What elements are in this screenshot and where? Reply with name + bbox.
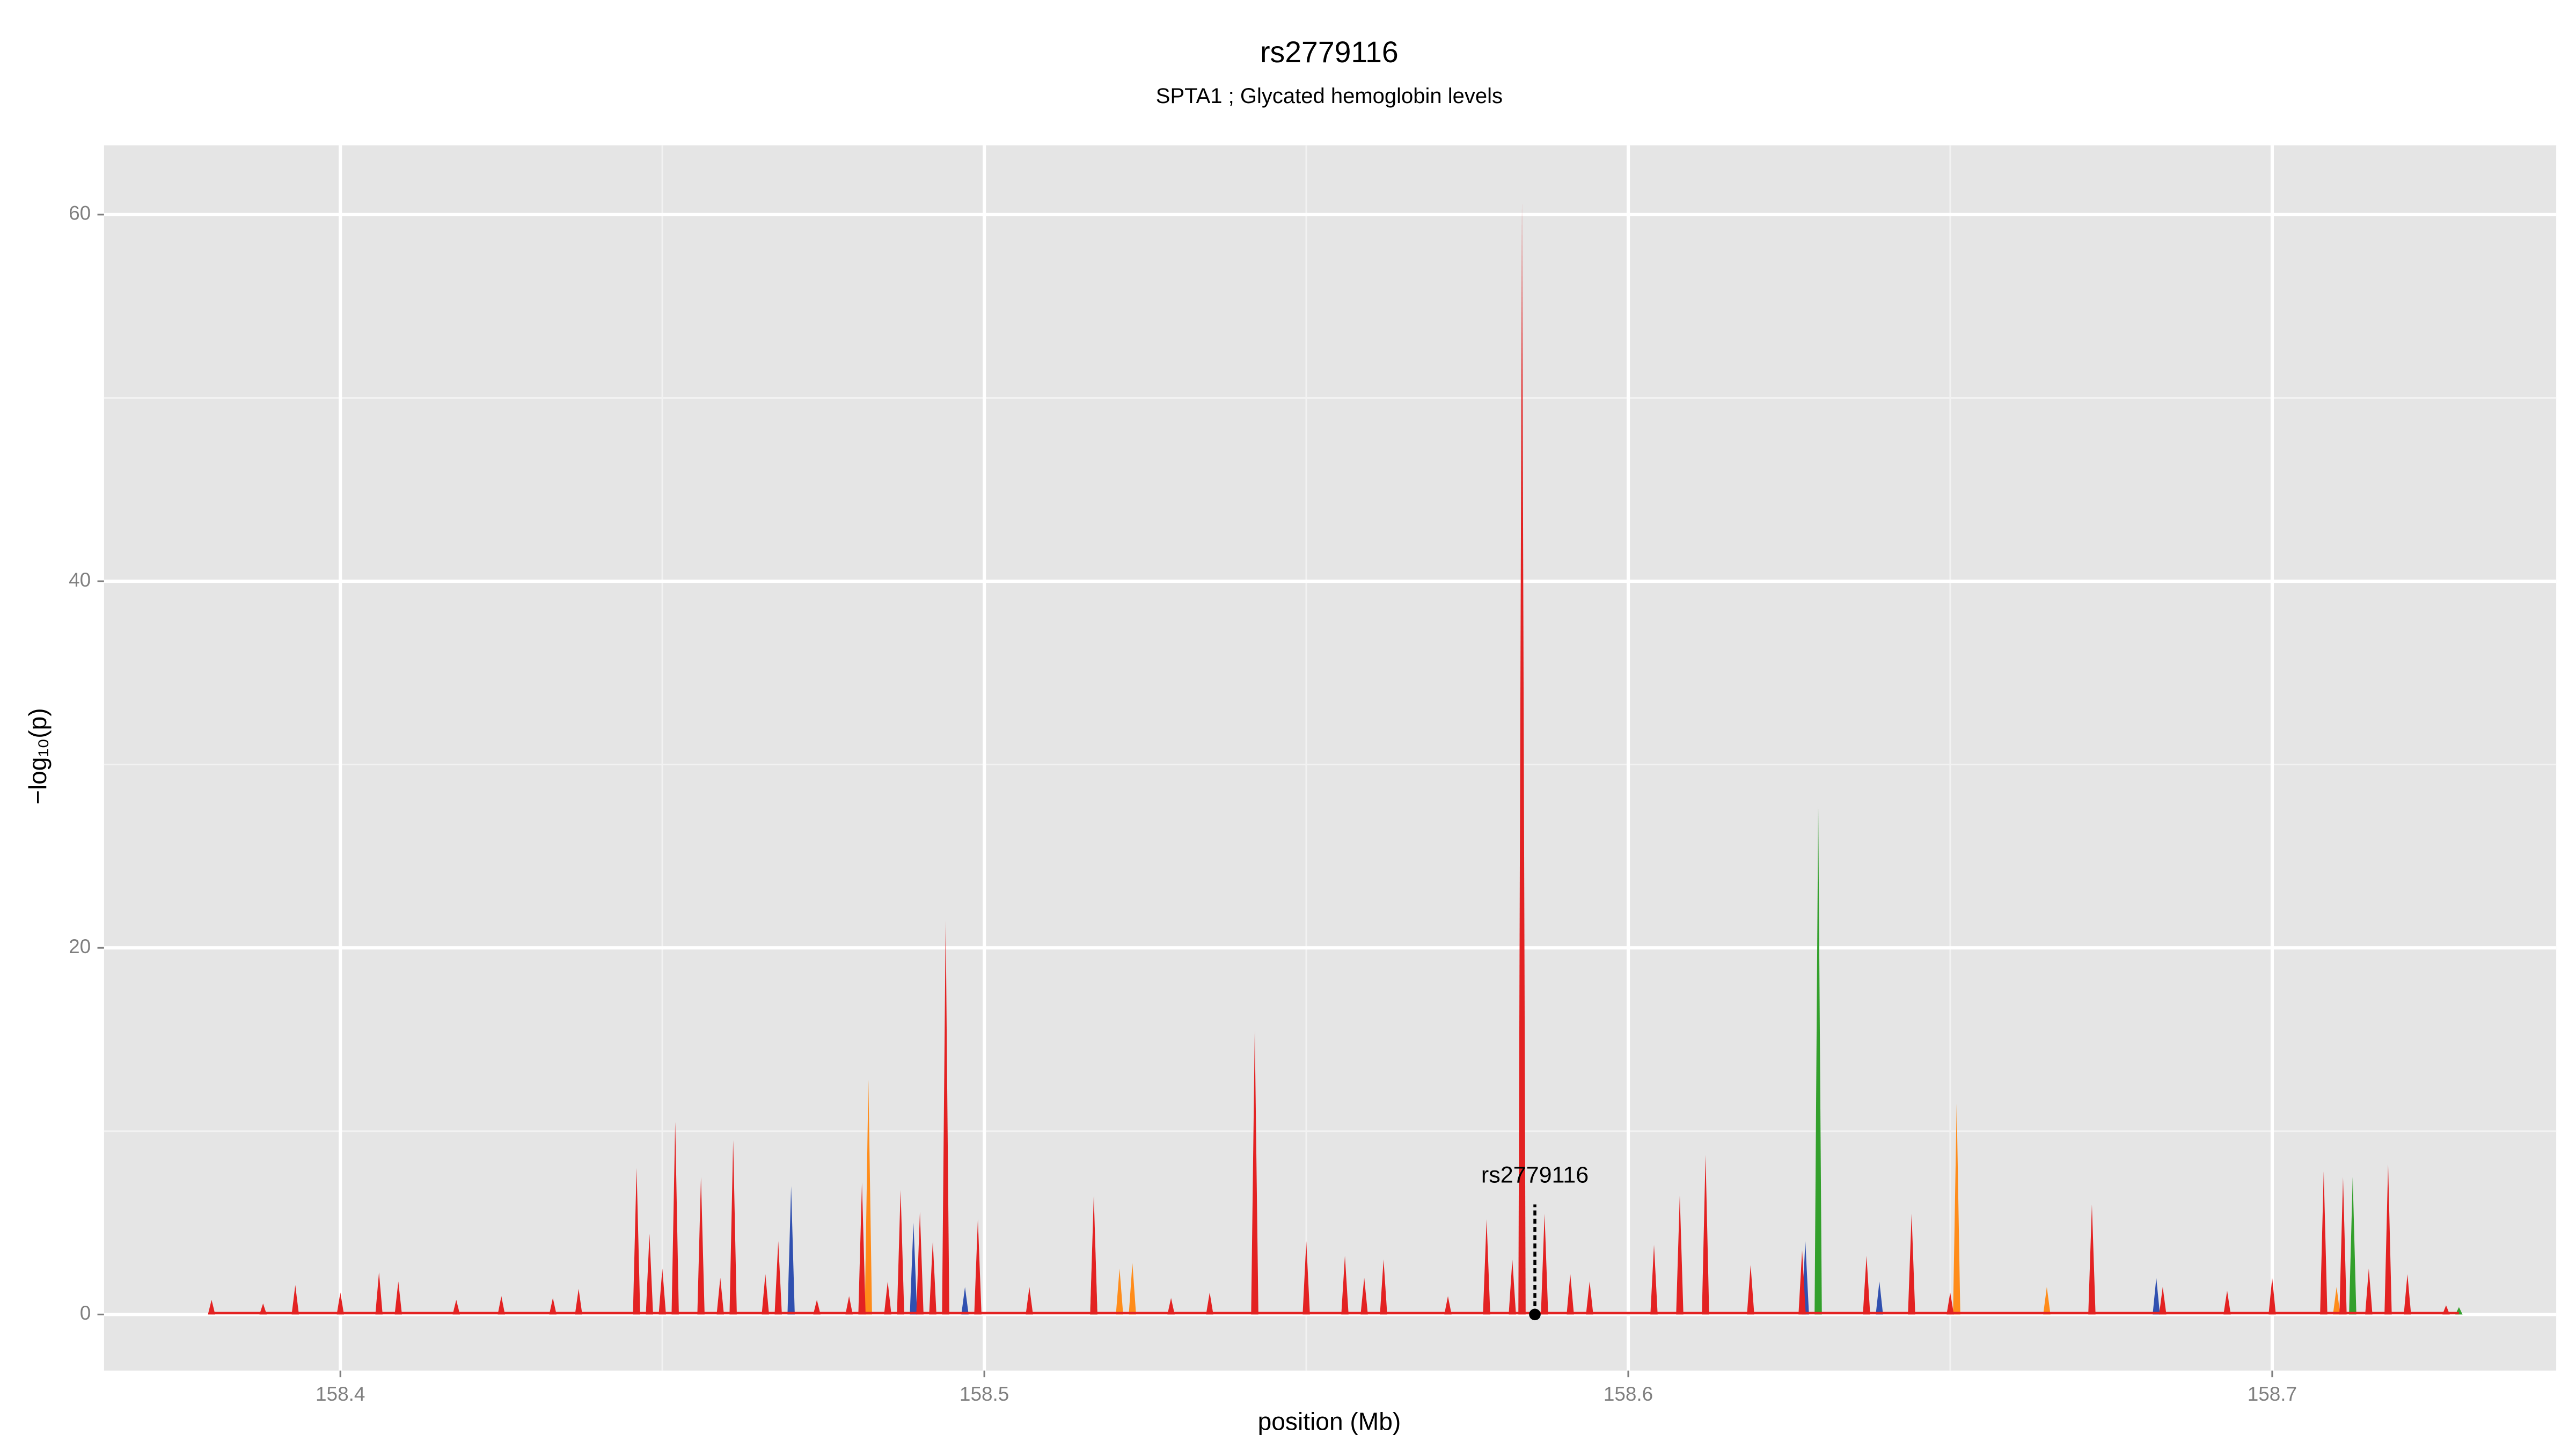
- spike: [575, 1289, 582, 1315]
- spike: [961, 1287, 969, 1315]
- x-tick-label: 158.6: [1604, 1383, 1653, 1405]
- spike: [394, 1281, 402, 1315]
- spike: [1444, 1296, 1452, 1315]
- spike: [2404, 1274, 2411, 1315]
- spike: [2339, 1177, 2347, 1315]
- spike: [1863, 1256, 1870, 1315]
- x-tick-label: 158.7: [2248, 1383, 2297, 1405]
- marks: [208, 201, 2463, 1315]
- spike: [1483, 1219, 1490, 1315]
- spike: [497, 1296, 505, 1315]
- spike: [2333, 1287, 2340, 1315]
- spike: [208, 1299, 215, 1315]
- spike: [1360, 1278, 1368, 1315]
- spike: [1026, 1287, 1033, 1315]
- panel: [104, 145, 2557, 1371]
- spike: [1251, 1030, 1258, 1315]
- spike: [929, 1241, 936, 1315]
- chart-subtitle: SPTA1 ; Glycated hemoglobin levels: [1156, 84, 1503, 108]
- spike: [2349, 1177, 2357, 1315]
- spike: [1650, 1245, 1658, 1315]
- spike: [1567, 1274, 1574, 1315]
- spike: [2088, 1204, 2096, 1315]
- x-tick-label: 158.4: [316, 1383, 365, 1405]
- spike: [1908, 1213, 1915, 1315]
- spike: [1167, 1298, 1175, 1315]
- spike: [916, 1212, 924, 1315]
- spike: [1946, 1292, 1954, 1315]
- y-tick-label: 60: [69, 202, 91, 224]
- grid: [104, 145, 2557, 1371]
- spike: [1747, 1265, 1754, 1315]
- spike: [671, 1122, 679, 1315]
- spike: [1302, 1241, 1310, 1315]
- spike: [1206, 1292, 1213, 1315]
- spike: [858, 1182, 866, 1315]
- spike: [910, 1223, 917, 1315]
- spike: [1509, 1259, 1516, 1315]
- spike: [897, 1190, 904, 1315]
- spike: [2268, 1278, 2276, 1315]
- spike: [1518, 201, 1526, 1315]
- spike: [1798, 1250, 1806, 1315]
- spike: [697, 1177, 705, 1315]
- spike: [813, 1299, 821, 1315]
- y-tick-label: 0: [80, 1302, 91, 1324]
- spike: [2320, 1171, 2328, 1315]
- spike: [1380, 1259, 1387, 1315]
- spike: [2223, 1290, 2231, 1315]
- annotation-label: rs2779116: [1481, 1162, 1589, 1188]
- spike: [2384, 1164, 2392, 1315]
- spike: [974, 1219, 982, 1315]
- y-tick-label: 40: [69, 569, 91, 591]
- spike: [336, 1292, 344, 1315]
- spike: [787, 1186, 795, 1315]
- spike: [1814, 807, 1822, 1315]
- spike: [1586, 1281, 1593, 1315]
- spike: [2043, 1287, 2051, 1315]
- spike: [2153, 1278, 2160, 1315]
- y-axis-label: −log₁₀(p): [24, 708, 52, 804]
- spike: [646, 1234, 653, 1315]
- annotation-dot: [1529, 1308, 1541, 1321]
- spike: [884, 1281, 891, 1315]
- spike: [1129, 1263, 1136, 1315]
- spike: [633, 1168, 640, 1315]
- y-tick-label: 20: [69, 935, 91, 957]
- spike: [716, 1278, 724, 1315]
- spike: [1702, 1155, 1709, 1315]
- spike: [1341, 1256, 1349, 1315]
- spike: [452, 1299, 460, 1315]
- spike: [845, 1296, 853, 1315]
- x-tick-label: 158.5: [960, 1383, 1009, 1405]
- spike: [259, 1303, 267, 1315]
- spike: [658, 1268, 666, 1315]
- spike: [865, 1080, 872, 1315]
- spike: [762, 1274, 769, 1315]
- spike: [729, 1140, 737, 1315]
- spike: [1541, 1213, 1548, 1315]
- spike: [549, 1298, 557, 1315]
- spike: [774, 1241, 782, 1315]
- spike: [1676, 1195, 1684, 1315]
- spike: [291, 1285, 299, 1315]
- x-axis-label: position (Mb): [1258, 1407, 1401, 1435]
- chart-title: rs2779116: [1260, 35, 1399, 69]
- spike: [375, 1272, 383, 1315]
- spike: [942, 920, 949, 1315]
- spike: [1090, 1195, 1097, 1315]
- spike: [1876, 1281, 1883, 1315]
- spike: [2365, 1268, 2373, 1315]
- spike: [1116, 1268, 1123, 1315]
- spike: [2159, 1287, 2167, 1315]
- spike: [1953, 1103, 1960, 1315]
